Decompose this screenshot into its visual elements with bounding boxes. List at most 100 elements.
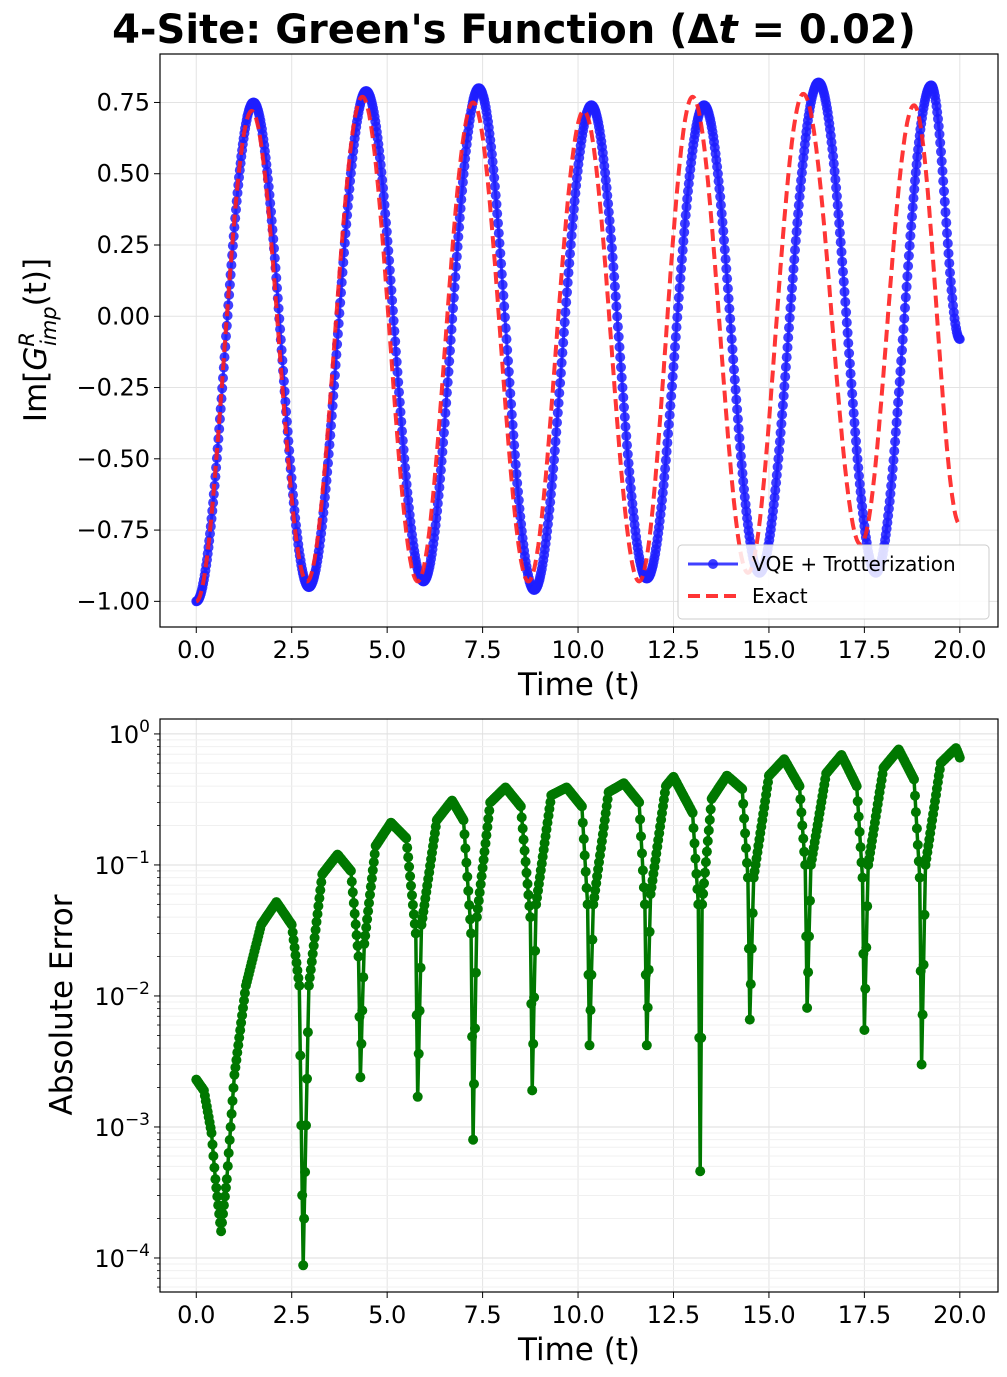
vqe-point <box>601 182 612 193</box>
vqe-point <box>622 440 632 451</box>
bottom-x-tick-label: 5.0 <box>368 1301 406 1329</box>
error-point <box>234 1032 245 1043</box>
error-point <box>303 980 314 991</box>
vqe-point <box>381 217 391 228</box>
vqe-point <box>884 496 895 507</box>
error-point <box>206 1128 217 1138</box>
top-plot-frame <box>159 53 999 628</box>
vqe-point <box>893 397 904 408</box>
error-point <box>635 814 646 825</box>
error-point <box>286 919 297 930</box>
error-point <box>911 823 922 834</box>
vqe-point <box>722 273 733 284</box>
vqe-point <box>390 336 401 347</box>
ylabel-part-im: Im[ <box>18 371 54 422</box>
vqe-point <box>723 293 734 304</box>
error-point <box>910 807 921 818</box>
vqe-point <box>398 444 409 455</box>
vqe-point <box>668 361 679 372</box>
error-point <box>795 794 806 805</box>
vqe-point <box>831 191 842 202</box>
error-point <box>401 833 412 844</box>
vqe-point <box>680 210 691 221</box>
vqe-point <box>910 175 920 186</box>
vqe-point <box>735 451 746 461</box>
error-point <box>529 992 540 1003</box>
error-point <box>580 866 591 877</box>
bottom-x-axis-label: Time (t) <box>517 1332 640 1368</box>
bottom-x-ticks: 0.0 2.5 5.0 7.5 10.0 12.5 15.0 17.5 20.0 <box>177 1292 987 1329</box>
error-point <box>353 951 364 962</box>
vqe-point <box>513 495 524 506</box>
vqe-point <box>795 183 806 194</box>
vqe-point <box>436 456 447 467</box>
vqe-point <box>906 221 917 232</box>
error-point <box>222 1161 233 1172</box>
error-point <box>304 972 315 983</box>
vqe-point <box>780 371 791 382</box>
chart-title-prefix: 4-Site: Green's Function (Δ <box>112 7 718 53</box>
vqe-point <box>839 286 850 297</box>
vqe-point <box>607 252 618 263</box>
vqe-point <box>850 427 861 438</box>
top-y-ticks: −1.00 −0.75 −0.50 −0.25 0.00 0.25 0.50 0.75 <box>76 88 160 615</box>
vqe-point <box>885 488 896 499</box>
vqe-point <box>434 482 445 493</box>
error-point <box>361 922 372 933</box>
vqe-point <box>933 121 944 132</box>
error-point <box>210 1174 221 1185</box>
vqe-point <box>379 199 390 210</box>
error-point <box>919 909 930 920</box>
error-point <box>690 853 701 864</box>
vqe-point <box>400 471 411 482</box>
vqe-point <box>944 258 955 269</box>
error-point <box>471 912 482 923</box>
error-point <box>207 1139 218 1150</box>
vqe-point <box>779 381 790 392</box>
vqe-point <box>838 266 848 277</box>
error-point <box>476 871 487 882</box>
vqe-point <box>781 352 792 363</box>
top-x-tick-label: 15.0 <box>742 636 795 664</box>
vqe-point <box>677 245 688 256</box>
vqe-point <box>562 277 573 288</box>
vqe-point <box>845 368 856 379</box>
vqe-point <box>835 237 846 248</box>
vqe-point <box>395 407 406 417</box>
vqe-point <box>736 459 747 470</box>
error-point <box>310 924 321 935</box>
vqe-point <box>381 226 392 237</box>
error-point <box>217 1217 227 1228</box>
vqe-point <box>658 480 669 490</box>
error-point <box>742 857 752 868</box>
vqe-point <box>603 198 614 209</box>
vqe-point <box>782 342 793 353</box>
vqe-point <box>493 218 503 229</box>
vqe-point <box>785 302 796 313</box>
vqe-point <box>942 228 952 239</box>
vqe-point <box>221 331 231 342</box>
error-point <box>363 906 374 917</box>
vqe-point <box>936 146 946 157</box>
vqe-point <box>376 167 387 178</box>
vqe-point <box>552 407 563 418</box>
bottom-x-tick-label: 2.5 <box>273 1301 311 1329</box>
vqe-point <box>435 473 446 484</box>
vqe-point <box>847 388 858 399</box>
vqe-point <box>396 416 407 427</box>
bottom-plot-frame <box>159 718 999 1293</box>
error-point <box>634 797 645 808</box>
vqe-point <box>787 283 797 294</box>
error-point <box>737 784 748 794</box>
top-x-tick-label: 20.0 <box>933 636 986 664</box>
vqe-point <box>834 218 845 229</box>
error-point <box>481 830 492 841</box>
vqe-point <box>771 477 782 488</box>
vqe-point <box>661 446 672 457</box>
vqe-point <box>496 258 507 269</box>
error-point <box>576 801 587 812</box>
error-point <box>586 969 597 980</box>
vqe-point <box>735 442 746 452</box>
error-point <box>699 878 709 889</box>
error-point <box>293 973 304 983</box>
